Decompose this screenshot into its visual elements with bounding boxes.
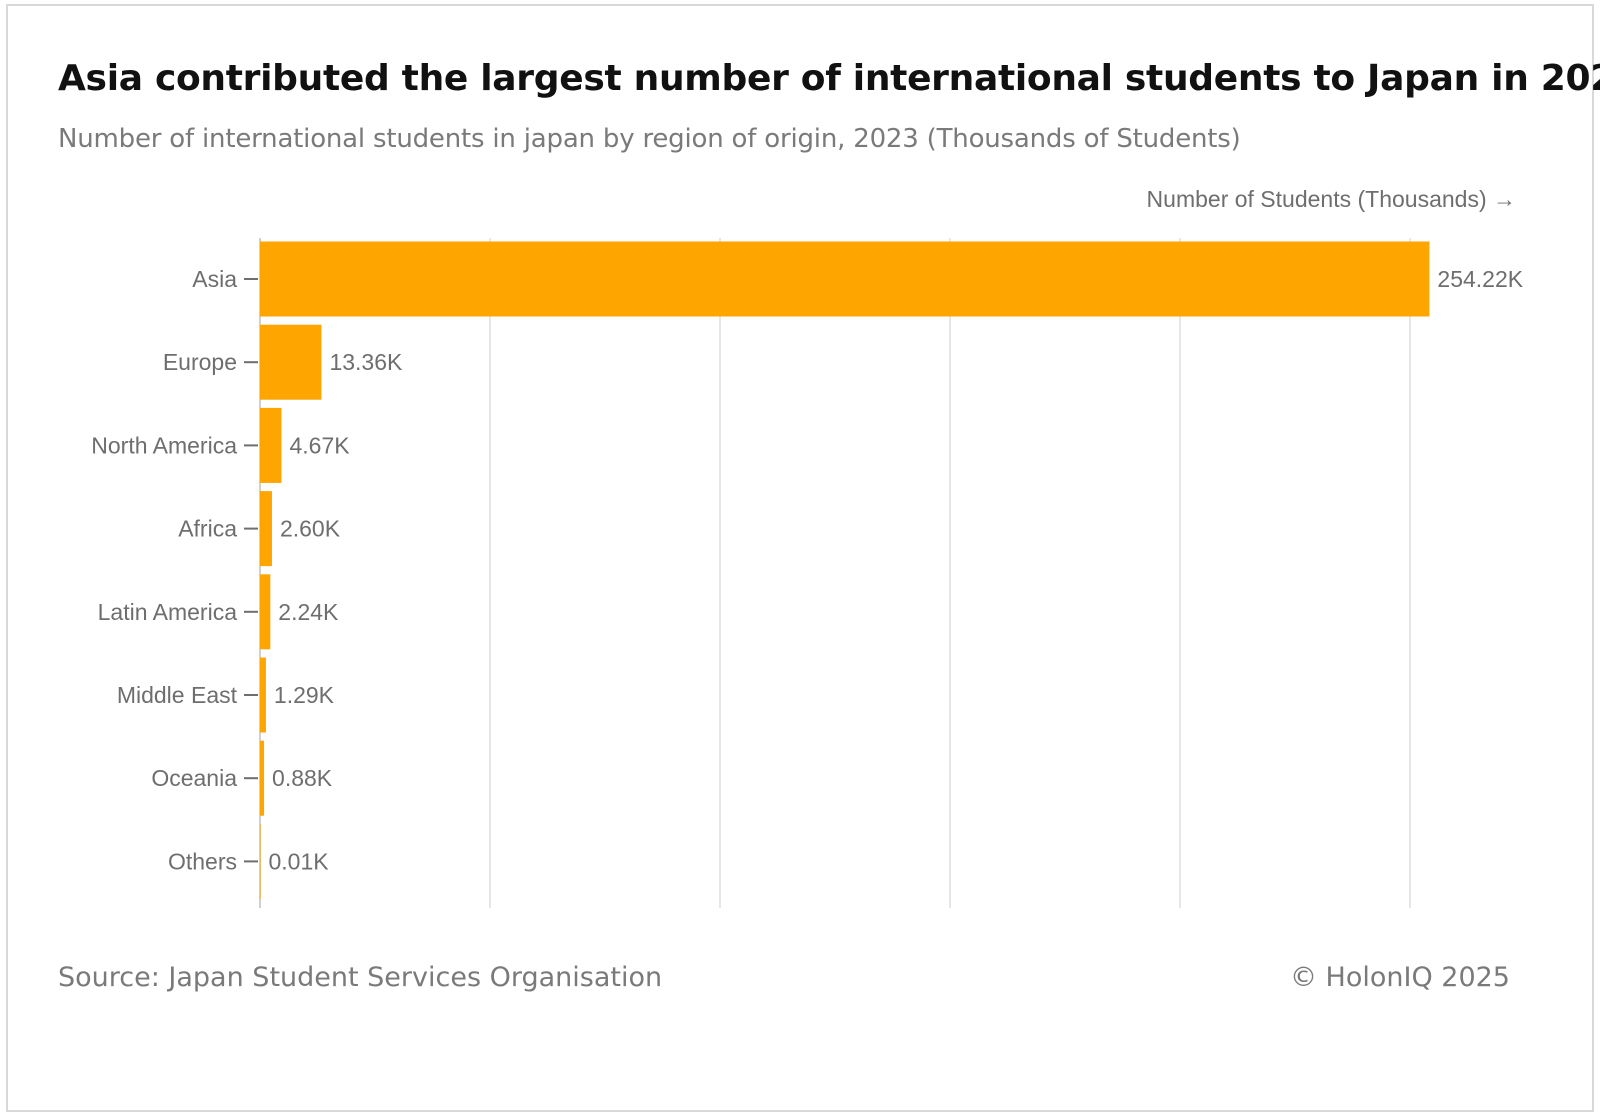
- labels: Asia 254.22K Europe 13.36K North America 4.67…: [91, 266, 1523, 874]
- category-label: Latin America: [98, 599, 238, 625]
- category-label: Oceania: [151, 765, 237, 791]
- category-label: Others: [168, 848, 237, 874]
- category-label: North America: [91, 432, 237, 458]
- bar-others: [260, 823, 261, 899]
- value-label: 4.67K: [289, 432, 350, 458]
- bar-middle-east: [260, 657, 266, 733]
- category-label: Africa: [178, 516, 237, 542]
- bar-north-america: [260, 407, 282, 483]
- bar-latin-america: [260, 574, 271, 650]
- bar-oceania: [260, 740, 265, 816]
- value-label: 1.29K: [274, 682, 335, 708]
- bar-asia: [260, 241, 1430, 317]
- bar-europe: [260, 324, 322, 400]
- value-label: 0.01K: [269, 848, 330, 874]
- category-label: Middle East: [117, 682, 238, 708]
- chart-title: Asia contributed the largest number of i…: [58, 58, 1600, 99]
- value-label: 2.24K: [278, 599, 339, 625]
- bars: [260, 241, 1430, 899]
- value-label: 2.60K: [280, 516, 341, 542]
- gridlines: [259, 238, 1411, 908]
- category-label: Europe: [163, 349, 237, 375]
- category-label: Asia: [192, 266, 237, 292]
- bar-africa: [260, 491, 272, 567]
- source-note: Source: Japan Student Services Organisat…: [58, 962, 663, 993]
- value-label: 0.88K: [272, 765, 333, 791]
- value-label: 13.36K: [329, 349, 403, 375]
- copyright-credit: © HolonIQ 2025: [1289, 962, 1510, 993]
- chart-subtitle: Number of international students in japa…: [58, 124, 1241, 154]
- value-label: 254.22K: [1437, 266, 1523, 292]
- x-axis-label: Number of Students (Thousands) →: [1146, 186, 1516, 212]
